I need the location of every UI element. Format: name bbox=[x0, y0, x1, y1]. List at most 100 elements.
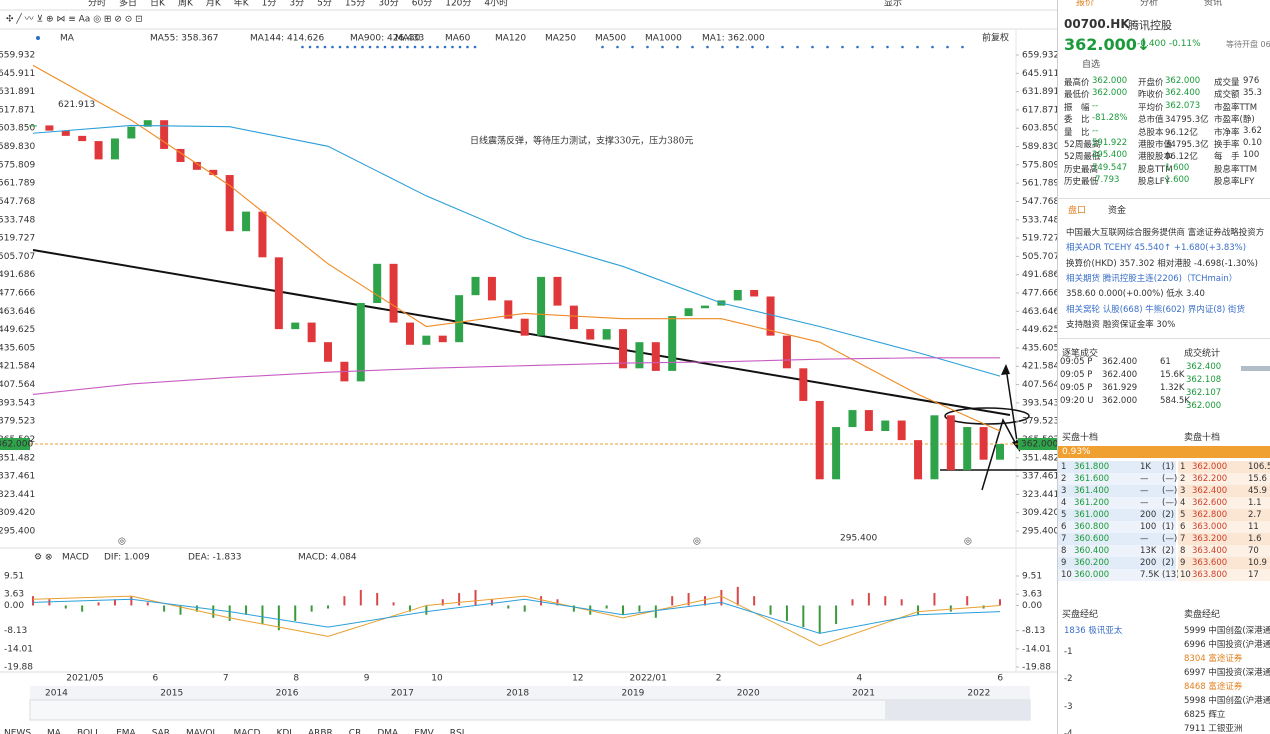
candle bbox=[176, 148, 185, 162]
menu-item[interactable]: 4小时 bbox=[484, 0, 508, 9]
y-tick-label: 491.686 bbox=[0, 270, 35, 280]
event-icon[interactable]: ◎ bbox=[964, 537, 972, 547]
scrollbar[interactable] bbox=[29, 699, 1031, 721]
menu-item[interactable]: 120分 bbox=[445, 0, 471, 9]
bid-cell: (2) bbox=[1162, 558, 1175, 568]
y-tick-label: 3.63 bbox=[4, 590, 24, 600]
indicator-tab[interactable]: NEWS bbox=[4, 729, 31, 734]
ask-cell: 8 bbox=[1180, 546, 1186, 556]
indicator-tab[interactable]: EMA bbox=[116, 729, 136, 734]
adjust-label[interactable]: 前复权 bbox=[982, 32, 1009, 44]
ask-row bbox=[1178, 569, 1270, 581]
event-icon[interactable]: ◎ bbox=[118, 537, 126, 547]
display-menu[interactable]: 显示 bbox=[884, 0, 902, 9]
menu-item[interactable]: 3分 bbox=[289, 0, 304, 9]
bid-cell: 7.5K bbox=[1140, 570, 1160, 580]
ask-cell: 17 bbox=[1248, 570, 1259, 580]
trade-cell: 584.5K bbox=[1160, 396, 1190, 406]
indicator-tab[interactable]: ARBR bbox=[308, 729, 333, 734]
menu-item[interactable]: 多日 bbox=[119, 0, 137, 9]
indicator-tab[interactable]: RSI bbox=[450, 729, 465, 734]
event-dot bbox=[841, 45, 844, 49]
candle bbox=[897, 420, 906, 441]
bid-cell: 200 bbox=[1140, 510, 1157, 520]
watch[interactable]: 自选 bbox=[1082, 60, 1101, 70]
macd-bar bbox=[802, 605, 805, 628]
quote-cell: 52周最低 bbox=[1064, 152, 1101, 163]
trade-cell: 362.400 bbox=[1102, 357, 1138, 367]
ask-cell: 1 bbox=[1180, 462, 1186, 472]
menu-item[interactable]: 周K bbox=[178, 0, 194, 9]
event-dot bbox=[443, 45, 447, 49]
panel-tab[interactable]: 资讯 bbox=[1204, 0, 1223, 8]
stat-price: 362.400 bbox=[1186, 362, 1222, 372]
menu-item[interactable]: 1分 bbox=[262, 0, 277, 9]
macd-line bbox=[32, 598, 1001, 634]
candle bbox=[487, 276, 496, 301]
macd-bar bbox=[130, 596, 133, 606]
event-dot bbox=[436, 45, 439, 49]
macd-bar bbox=[310, 605, 313, 612]
y-tick-label: -14.01 bbox=[1022, 644, 1051, 654]
macd-bar bbox=[490, 599, 493, 606]
macd-bar bbox=[966, 596, 969, 606]
y-tick-label: 617.871 bbox=[0, 105, 35, 115]
menu-item[interactable]: 月K bbox=[206, 0, 222, 9]
macd-icons[interactable]: ⚙ ⊗ bbox=[34, 553, 52, 563]
macd-bar bbox=[818, 605, 821, 634]
quote-cell: 362.000 bbox=[1092, 88, 1128, 99]
date-label: 2 bbox=[716, 674, 722, 684]
indicator-tab[interactable]: MA bbox=[47, 729, 62, 734]
ask-row bbox=[1178, 485, 1270, 497]
menu-item[interactable]: 30分 bbox=[378, 0, 398, 9]
panel-tab[interactable]: 分析 bbox=[1140, 0, 1159, 8]
menu-item[interactable]: 5分 bbox=[317, 0, 332, 9]
ma-label[interactable]: MA bbox=[60, 34, 75, 44]
indicator-tab[interactable]: SAR bbox=[152, 729, 170, 734]
info-tab[interactable]: 盘口 bbox=[1068, 206, 1087, 216]
bid-cell: 4 bbox=[1061, 498, 1067, 508]
indicator-tab[interactable]: CR bbox=[349, 729, 362, 734]
quote-cell: 591.922 bbox=[1092, 138, 1128, 148]
menu-item[interactable]: 分时 bbox=[88, 0, 106, 9]
broker-ask: 7911 工银亚洲 bbox=[1184, 724, 1243, 734]
year-label: 2016 bbox=[276, 689, 299, 699]
candle bbox=[78, 135, 87, 142]
indicator-tab[interactable]: MAVOL bbox=[186, 729, 217, 734]
event-icon[interactable]: ◎ bbox=[693, 537, 701, 547]
macd-bar bbox=[785, 605, 788, 621]
quote-cell: 平均价 bbox=[1138, 102, 1164, 113]
dea-label: DEA: -1.833 bbox=[188, 553, 242, 563]
indicator-tab[interactable]: KDJ bbox=[276, 729, 292, 734]
bid-cell: 6 bbox=[1061, 522, 1067, 532]
quote-cell: 35.3 bbox=[1243, 88, 1262, 99]
menu-item[interactable]: 15分 bbox=[345, 0, 365, 9]
bid-cell: (13) bbox=[1162, 570, 1180, 580]
ask-row bbox=[1178, 461, 1270, 473]
candle bbox=[274, 257, 283, 330]
menu-item[interactable]: 日K bbox=[150, 0, 166, 9]
tool-icon[interactable]: ✣ ╱ 〰 ⊻ ⊕ ⋈ ≡ Aa ◎ ⊞ ⊘ ⊙ ⊡ bbox=[6, 13, 143, 25]
menu-item[interactable]: 年K bbox=[234, 0, 250, 9]
scroll-thumb[interactable] bbox=[885, 700, 1030, 720]
indicator-tab[interactable]: EMV bbox=[414, 729, 434, 734]
panel-tab[interactable]: 报价 bbox=[1076, 0, 1095, 8]
indicator-tab[interactable]: MACD bbox=[233, 729, 260, 734]
y-tick-label: -19.88 bbox=[4, 663, 33, 673]
event-dot bbox=[961, 45, 964, 49]
y-tick-label: 295.400 bbox=[0, 527, 35, 537]
quote-cell: 股息TTM bbox=[1138, 164, 1173, 175]
candle bbox=[782, 335, 791, 369]
path-arrow bbox=[981, 418, 1019, 491]
menu-item[interactable]: 60分 bbox=[412, 0, 432, 9]
broker-ask: 6997 中国投资(深港通 bbox=[1184, 668, 1270, 678]
info-tab[interactable]: 资金 bbox=[1108, 206, 1127, 216]
macd-bar bbox=[48, 599, 51, 606]
indicator-tab[interactable]: DMA bbox=[377, 729, 399, 734]
bid-cell: 9 bbox=[1061, 558, 1067, 568]
macd-title[interactable]: MACD bbox=[62, 553, 89, 563]
stock-name: 腾讯控股 bbox=[1128, 19, 1172, 32]
candle bbox=[324, 342, 333, 362]
candle bbox=[684, 308, 693, 317]
indicator-tab[interactable]: BOLL bbox=[77, 729, 100, 734]
